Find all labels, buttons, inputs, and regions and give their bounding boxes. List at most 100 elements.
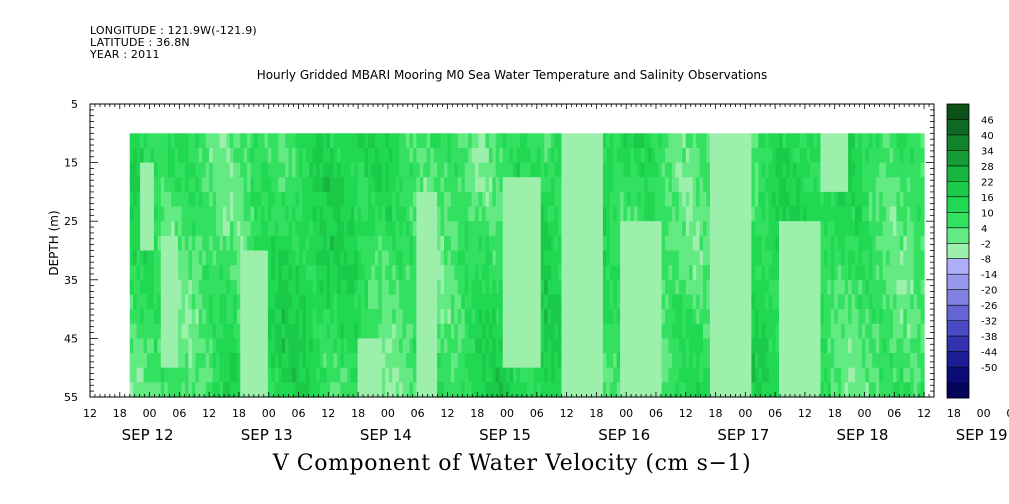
heatmap-cell — [592, 162, 597, 178]
heatmap-cell — [181, 177, 186, 193]
heatmap-cell — [323, 162, 328, 178]
heatmap-cell — [848, 367, 853, 383]
heatmap-cell — [830, 235, 835, 252]
heatmap-cell — [865, 382, 870, 398]
x-day-label: SEP 14 — [360, 426, 412, 444]
heatmap-cell — [392, 279, 397, 296]
heatmap-cell — [879, 133, 884, 149]
heatmap-cell — [354, 323, 359, 339]
heatmap-cell — [281, 367, 286, 383]
heatmap-cell — [844, 235, 849, 252]
heatmap-cell — [716, 265, 721, 281]
heatmap-cell — [851, 323, 856, 339]
heatmap-cell — [146, 133, 152, 149]
heatmap-cell — [264, 221, 269, 237]
heatmap-cell — [592, 206, 597, 222]
heatmap-cell — [195, 279, 200, 296]
heatmap-cell — [720, 162, 725, 178]
heatmap-cell — [747, 353, 752, 369]
heatmap-cell — [513, 323, 518, 339]
heatmap-cell — [561, 177, 566, 193]
heatmap-cell — [323, 323, 328, 339]
heatmap-cell — [433, 250, 438, 266]
heatmap-cell — [243, 309, 248, 325]
heatmap-cell — [371, 367, 376, 383]
heatmap-cell — [758, 353, 763, 369]
heatmap-cell — [395, 133, 400, 149]
heatmap-cell — [627, 353, 632, 369]
heatmap-cell — [747, 191, 752, 208]
heatmap-cell — [216, 323, 221, 339]
heatmap-cell — [913, 177, 918, 193]
heatmap-cell — [630, 162, 635, 178]
heatmap-cell — [785, 177, 790, 193]
heatmap-cell — [278, 206, 283, 222]
heatmap-cell — [343, 382, 348, 398]
heatmap-cell — [178, 191, 183, 208]
heatmap-cell — [768, 294, 773, 310]
heatmap-cell — [385, 221, 390, 237]
heatmap-cell — [260, 353, 266, 369]
heatmap-cell — [364, 133, 369, 149]
heatmap-cell — [364, 338, 369, 354]
heatmap-cell — [768, 235, 773, 252]
heatmap-cell — [675, 323, 680, 339]
heatmap-cell — [582, 191, 587, 208]
heatmap-cell — [419, 250, 424, 266]
heatmap-cell — [713, 323, 718, 339]
heatmap-cell — [219, 191, 224, 208]
heatmap-cell — [444, 147, 449, 164]
heatmap-cell — [450, 147, 455, 164]
heatmap-cell — [696, 250, 701, 266]
heatmap-cell — [464, 353, 469, 369]
heatmap-cell — [892, 338, 898, 354]
heatmap-cell — [830, 221, 835, 237]
heatmap-cell — [174, 235, 179, 252]
heatmap-cell — [426, 162, 431, 178]
heatmap-cell — [343, 235, 348, 252]
heatmap-cell — [741, 191, 746, 208]
heatmap-cell — [533, 382, 538, 398]
heatmap-cell — [706, 279, 711, 296]
heatmap-cell — [761, 206, 766, 222]
heatmap-cell — [741, 382, 746, 398]
heatmap-cell — [834, 323, 839, 339]
heatmap-cell — [868, 279, 873, 296]
heatmap-cell — [892, 147, 898, 164]
heatmap-cell — [789, 250, 794, 266]
heatmap-cell — [623, 265, 628, 281]
heatmap-cell — [133, 147, 138, 164]
heatmap-cell — [568, 206, 573, 222]
heatmap-cell — [741, 162, 746, 178]
heatmap-cell — [658, 382, 663, 398]
heatmap-cell — [599, 221, 604, 237]
heatmap-cell — [682, 279, 687, 296]
heatmap-cell — [803, 162, 808, 178]
heatmap-cell — [578, 309, 583, 325]
heatmap-cell — [530, 309, 535, 325]
heatmap-cell — [685, 250, 690, 266]
heatmap-cell — [402, 147, 407, 164]
heatmap-cell — [782, 221, 787, 237]
heatmap-cell — [281, 279, 286, 296]
heatmap-cell — [865, 191, 870, 208]
heatmap-cell — [478, 309, 483, 325]
heatmap-cell — [872, 367, 877, 383]
heatmap-cell — [533, 309, 538, 325]
heatmap-cell — [896, 177, 901, 193]
heatmap-cell — [817, 235, 822, 252]
heatmap-cell — [254, 382, 259, 398]
heatmap-cell — [751, 133, 756, 149]
heatmap-cell — [540, 221, 545, 237]
heatmap-cell — [602, 323, 607, 339]
heatmap-cell — [350, 265, 355, 281]
heatmap-cell — [568, 367, 573, 383]
heatmap-cell — [392, 221, 397, 237]
heatmap-cell — [671, 279, 676, 296]
heatmap-cell — [209, 250, 214, 266]
heatmap-cell — [592, 338, 597, 354]
heatmap-cell — [302, 309, 307, 325]
heatmap-cell — [274, 338, 279, 354]
heatmap-cell — [803, 133, 808, 149]
heatmap-cell — [219, 147, 224, 164]
